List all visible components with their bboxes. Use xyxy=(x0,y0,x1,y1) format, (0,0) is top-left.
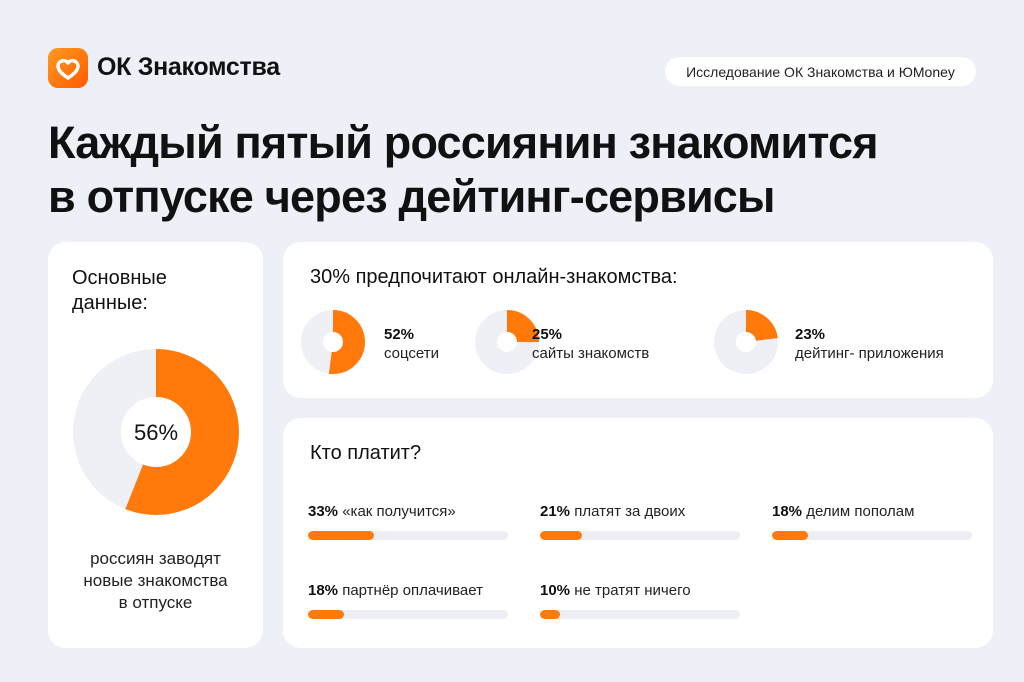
caption-line-3: в отпуске xyxy=(118,593,193,612)
pie-category-label: соцсети xyxy=(384,345,440,362)
pie-category-label: дейтинг- приложения xyxy=(795,345,944,362)
main-caption: россиян заводят новые знакомства в отпус… xyxy=(48,548,263,614)
bar-label: 10% не тратят ничего xyxy=(540,582,691,599)
who-pays-card: Кто платит? 33% «как получится» 21% плат… xyxy=(283,418,993,648)
bar-track xyxy=(308,531,508,540)
donut-slice xyxy=(73,349,239,515)
heart-chat-icon xyxy=(56,58,80,80)
bar-label: 33% «как получится» xyxy=(308,503,456,520)
online-heading: 30% предпочитают онлайн-знакомства: xyxy=(310,266,678,288)
pie-slice xyxy=(475,310,539,374)
bar-fill xyxy=(540,531,582,540)
bar-value: 21% xyxy=(540,503,571,520)
bar-track xyxy=(308,610,508,619)
page-title: Каждый пятый россиянин знакомится в отпу… xyxy=(48,116,879,224)
pie-value-label: 23% xyxy=(795,326,826,343)
bar-label: 18% партнёр оплачивает xyxy=(308,582,483,599)
ok-dating-logo xyxy=(48,48,88,88)
heading-line-1: Основные xyxy=(72,267,167,289)
pie-value-label: 52% xyxy=(384,326,415,343)
title-line-2: в отпуске через дейтинг-сервисы xyxy=(48,171,775,222)
bar-category: делим пополам xyxy=(806,503,915,520)
who-pays-heading: Кто платит? xyxy=(310,442,422,464)
main-donut-chart xyxy=(73,349,239,515)
online-pie-chart xyxy=(714,310,778,374)
donut-center-label: 56% xyxy=(133,420,179,445)
bar-value: 33% xyxy=(308,503,339,520)
bar-fill xyxy=(540,610,560,619)
bar-fill xyxy=(308,531,374,540)
main-data-card: Основные данные: 56% россиян заводят нов… xyxy=(48,242,263,648)
pie-slice xyxy=(714,310,778,374)
online-pie-chart xyxy=(301,310,365,374)
caption-line-2: новые знакомства xyxy=(83,571,228,590)
bar-label: 21% платят за двоих xyxy=(540,503,685,520)
bar-value: 18% xyxy=(772,503,803,520)
pie-value-label: 25% xyxy=(532,326,563,343)
bar-fill xyxy=(772,531,808,540)
bar-value: 10% xyxy=(540,582,571,599)
bar-category: платят за двоих xyxy=(574,503,686,520)
online-pie-chart xyxy=(475,310,539,374)
bar-track xyxy=(772,531,972,540)
bar-category: партнёр оплачивает xyxy=(342,582,483,599)
title-line-1: Каждый пятый россиянин знакомится xyxy=(48,117,879,168)
brand-name: ОК Знакомства xyxy=(97,53,280,81)
bar-label: 18% делим пополам xyxy=(772,503,914,520)
main-data-heading: Основные данные: xyxy=(72,266,167,316)
study-badge: Исследование ОК Знакомства и ЮMoney xyxy=(665,57,976,86)
pie-slice xyxy=(301,310,365,374)
bar-category: «как получится» xyxy=(342,503,456,520)
bar-value: 18% xyxy=(308,582,339,599)
pie-category-label: сайты знакомств xyxy=(532,345,650,362)
bar-track xyxy=(540,610,740,619)
caption-line-1: россиян заводят xyxy=(90,549,221,568)
online-card: 30% предпочитают онлайн-знакомства: 52% … xyxy=(283,242,993,398)
heading-line-2: данные: xyxy=(72,292,148,314)
bar-fill xyxy=(308,610,344,619)
bar-category: не тратят ничего xyxy=(574,582,691,599)
bar-track xyxy=(540,531,740,540)
